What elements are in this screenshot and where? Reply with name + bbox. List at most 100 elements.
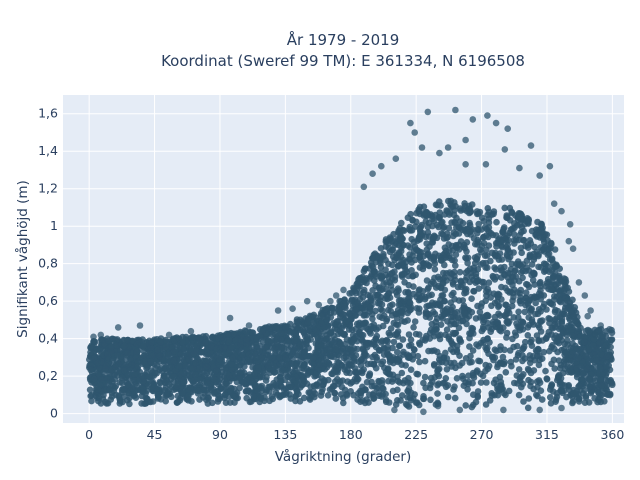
y-tick-label: 1 xyxy=(50,218,58,233)
data-point xyxy=(524,365,532,373)
data-point xyxy=(557,277,565,285)
outlier-point xyxy=(462,136,469,144)
data-point xyxy=(203,356,211,364)
data-point xyxy=(340,399,347,407)
data-point xyxy=(344,378,351,385)
data-point xyxy=(465,378,472,386)
data-point xyxy=(462,402,470,409)
data-point xyxy=(313,327,321,335)
data-point xyxy=(282,354,289,362)
data-point xyxy=(422,310,430,317)
data-point xyxy=(462,355,470,362)
chart-title-line-1: År 1979 - 2019 xyxy=(287,30,400,49)
data-point xyxy=(547,286,555,294)
data-point xyxy=(539,337,546,344)
data-point xyxy=(179,389,186,397)
data-point xyxy=(478,242,486,250)
data-point xyxy=(216,395,224,403)
data-point xyxy=(316,378,324,386)
data-point xyxy=(314,348,321,355)
data-point xyxy=(154,346,161,354)
data-point xyxy=(351,287,359,295)
outlier-point xyxy=(581,292,589,299)
data-point xyxy=(329,383,337,390)
data-point xyxy=(95,397,102,405)
data-point xyxy=(472,398,480,406)
data-point xyxy=(608,336,616,343)
data-point xyxy=(352,306,360,313)
y-tick-label: 0,6 xyxy=(38,293,58,308)
data-point xyxy=(538,355,546,363)
data-point xyxy=(395,262,402,270)
data-point xyxy=(502,369,510,376)
data-point xyxy=(255,364,262,371)
data-point xyxy=(272,389,280,396)
data-point xyxy=(343,350,350,357)
data-point xyxy=(129,337,136,345)
data-point xyxy=(420,203,428,210)
data-point xyxy=(321,338,328,345)
data-point xyxy=(603,382,611,389)
data-point xyxy=(540,348,548,356)
data-point xyxy=(247,358,254,365)
data-point xyxy=(380,351,388,359)
data-point xyxy=(556,296,564,304)
outlier-point xyxy=(558,404,565,412)
data-point xyxy=(501,204,509,212)
data-point xyxy=(571,304,579,311)
data-point xyxy=(88,397,95,405)
data-point xyxy=(372,273,380,281)
data-point xyxy=(348,326,356,334)
data-point xyxy=(440,223,448,231)
data-point xyxy=(398,392,406,399)
data-point xyxy=(435,223,442,231)
data-point xyxy=(413,370,420,378)
outlier-point xyxy=(411,129,419,136)
data-point xyxy=(361,286,368,294)
data-point xyxy=(599,331,607,339)
data-point xyxy=(335,306,342,314)
data-point xyxy=(492,232,500,239)
data-point xyxy=(295,390,302,398)
data-point xyxy=(529,276,537,284)
data-point xyxy=(470,288,478,295)
data-point xyxy=(477,379,485,386)
data-point xyxy=(347,353,355,360)
data-point xyxy=(139,342,147,350)
data-point xyxy=(310,311,318,319)
data-point xyxy=(520,236,528,244)
data-point xyxy=(154,391,162,398)
data-point xyxy=(377,245,385,252)
data-point xyxy=(257,354,265,362)
data-point xyxy=(448,340,456,347)
data-point xyxy=(502,313,509,320)
data-point xyxy=(277,378,284,385)
data-point xyxy=(409,252,417,259)
data-point xyxy=(474,388,482,395)
data-point xyxy=(448,270,456,278)
data-point xyxy=(151,369,159,377)
data-point xyxy=(415,331,423,338)
data-point xyxy=(453,375,461,382)
data-point xyxy=(483,292,490,299)
data-point xyxy=(581,338,589,346)
data-point xyxy=(568,332,576,339)
data-point xyxy=(286,337,294,345)
data-point xyxy=(300,394,308,402)
data-point xyxy=(236,362,243,369)
data-point xyxy=(359,397,367,405)
data-point xyxy=(480,325,487,333)
data-point xyxy=(484,335,491,343)
data-point xyxy=(533,391,540,399)
data-point xyxy=(177,370,185,378)
data-point xyxy=(351,335,359,342)
data-point xyxy=(421,210,429,218)
data-point xyxy=(484,285,492,293)
data-point xyxy=(185,356,192,363)
outlier-point xyxy=(606,326,613,333)
data-point xyxy=(363,279,370,287)
x-tick-label: 180 xyxy=(339,427,363,442)
data-point xyxy=(443,326,451,334)
data-point xyxy=(510,314,518,321)
data-point xyxy=(327,328,335,335)
